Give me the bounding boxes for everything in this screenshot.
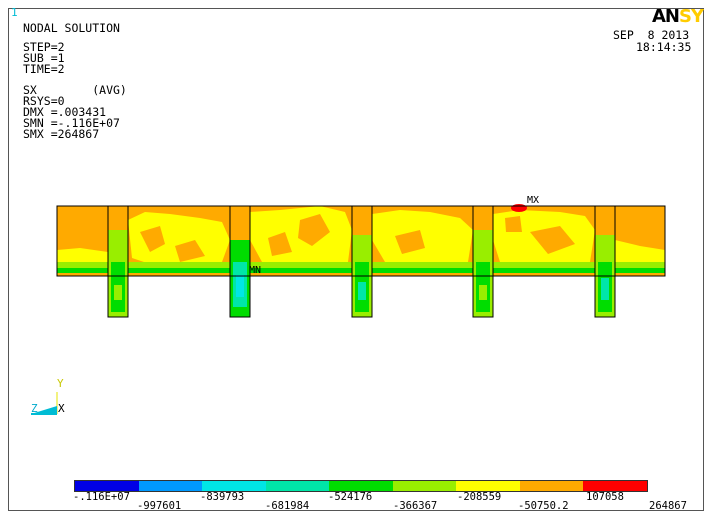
legend-label-top-1: -.116E+07 [73,491,130,503]
coordinate-triad [31,392,58,415]
legend-color-3 [202,481,266,491]
info-line-time: TIME=2 [23,62,65,76]
column-contours [108,230,615,317]
legend-color-7 [456,481,520,491]
min-marker-label: MN [249,265,262,276]
legend-color-6 [392,481,456,491]
legend-label-bottom-4: -50750.2 [518,500,569,512]
legend-color-9 [583,481,647,491]
legend-label-top-4: -208559 [457,491,502,503]
info-line-smn: SMN =-.116E+07 [23,116,120,130]
legend-color-4 [265,481,329,491]
max-stress-spot [511,204,527,212]
legend-label-top-5: 107058 [586,491,624,503]
info-line-rsys: RSYS=0 [23,94,65,108]
info-line-result: SX (AVG) [23,83,127,97]
max-marker-label: MX [527,195,540,206]
time-label: 18:14:35 [636,40,692,54]
legend-label-bottom-1: -997601 [137,500,182,512]
logo-part-2: SY [679,6,704,27]
contour-orange-islands [140,214,575,262]
info-line-dmx: DMX =.003431 [23,105,107,119]
legend-color-1 [75,481,139,491]
legend-label-bottom-2: -681984 [265,500,310,512]
triad-x-label: X [58,402,65,415]
legend-label-bottom-3: -366367 [393,500,438,512]
legend-color-5 [329,481,393,491]
window-number: 1 [11,6,18,19]
mesh-outlines [56,205,666,318]
info-line-sub: SUB =1 [23,51,65,65]
triad-y-label: Y [57,377,64,390]
plot-title: NODAL SOLUTION [23,21,120,35]
triad-z-label: Z [31,402,38,415]
logo-part-1: AN [652,6,680,27]
info-line-smx: SMX =264867 [23,127,100,141]
legend-label-bottom-5: 264867 [649,500,687,512]
legend-color-8 [519,481,583,491]
info-line-step: STEP=2 [23,40,65,54]
date-label: SEP 8 2013 [613,28,690,42]
legend-label-top-2: -839793 [200,491,245,503]
ansys-logo: ANSY [652,6,704,27]
legend-label-top-3: -524176 [328,491,373,503]
graphics-window-frame [8,8,704,511]
legend-color-2 [138,481,202,491]
contour-legend-bar [74,480,648,492]
